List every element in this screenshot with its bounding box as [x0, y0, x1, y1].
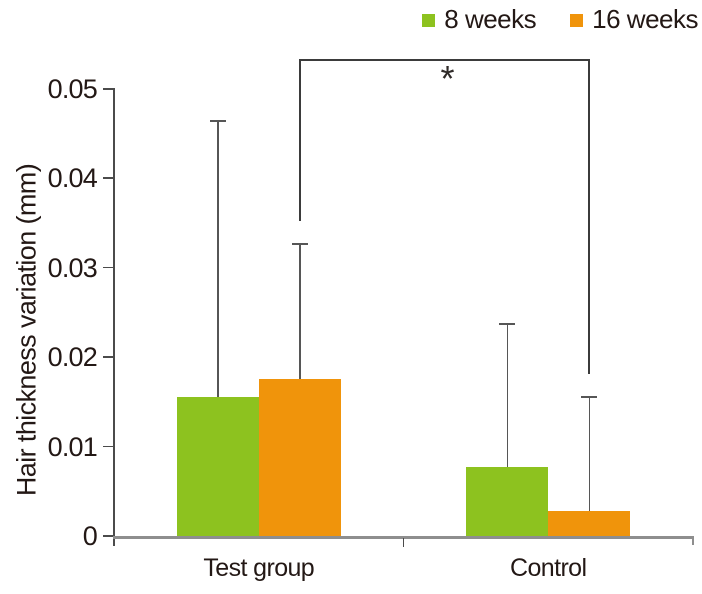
- x-category-label-test-group: Test group: [203, 554, 315, 582]
- x-category-label-control: Control: [510, 554, 587, 582]
- x-axis-mid-tick: [402, 538, 405, 547]
- legend-label-8-weeks: 8 weeks: [444, 4, 537, 34]
- y-tick-label: 0.03: [47, 252, 98, 283]
- legend-swatch-16-weeks: [570, 13, 584, 27]
- error-bar-line: [299, 243, 301, 379]
- bar-test-group-16-weeks: [258, 378, 341, 536]
- y-tick: [103, 535, 114, 537]
- legend-swatch-8-weeks: [422, 13, 436, 27]
- y-tick-label: 0.02: [47, 342, 98, 373]
- y-axis-line: [113, 88, 115, 546]
- significance-bracket-top: [298, 59, 591, 61]
- y-tick: [103, 356, 114, 358]
- error-bar-line: [588, 396, 590, 511]
- error-bar-line: [506, 324, 508, 468]
- legend-item-8-weeks: 8 weeks: [422, 4, 537, 34]
- y-tick-label: 0.01: [47, 431, 98, 462]
- y-tick-label: 0: [82, 521, 98, 551]
- x-axis-line: [113, 536, 694, 539]
- y-tick-label: 0.04: [47, 163, 98, 194]
- x-axis-end-tick: [692, 538, 694, 545]
- error-bar-cap: [499, 323, 516, 326]
- legend-label-16-weeks: 16 weeks: [592, 4, 698, 34]
- error-bar-cap: [581, 395, 598, 398]
- bar-test-group-8-weeks: [176, 396, 259, 536]
- error-bar-cap: [291, 242, 308, 245]
- y-tick: [103, 266, 114, 269]
- y-tick-label: 0.05: [47, 74, 98, 104]
- y-tick: [103, 177, 114, 180]
- bar-control-16-weeks: [548, 510, 631, 536]
- chart-legend: 8 weeks 16 weeks: [422, 6, 698, 32]
- error-bar-line: [217, 121, 219, 397]
- significance-bracket-left-leg: [298, 59, 301, 221]
- significance-bracket-right-leg: [588, 59, 591, 374]
- y-tick: [103, 88, 114, 90]
- error-bar-cap: [209, 120, 226, 123]
- y-tick: [103, 445, 114, 448]
- bar-control-8-weeks: [466, 467, 549, 536]
- legend-item-16-weeks: 16 weeks: [570, 6, 698, 32]
- significance-asterisk: *: [440, 58, 455, 99]
